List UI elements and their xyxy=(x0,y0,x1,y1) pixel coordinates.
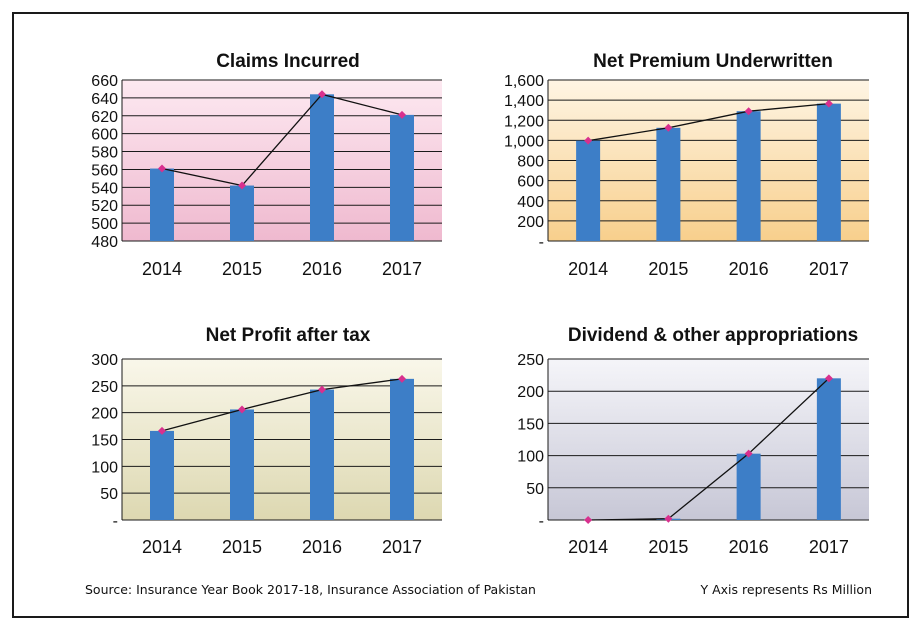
claims-incurred-x-label: 2017 xyxy=(382,259,422,279)
net-premium-bar-2016 xyxy=(736,111,761,241)
claims-incurred-bar-2016 xyxy=(310,94,334,241)
net-premium-title: Net Premium Underwritten xyxy=(593,51,833,72)
net-premium-trend-line xyxy=(588,102,829,142)
dividend-y-tick: 250 xyxy=(517,352,544,369)
net-profit-x-label: 2017 xyxy=(382,537,422,557)
dividend-trend-line xyxy=(588,377,830,521)
net-premium-y-tick: 1,000 xyxy=(504,133,544,150)
dividend-y-tick: 100 xyxy=(517,449,544,466)
net-profit-trend-line xyxy=(161,378,403,432)
unit-note: Y Axis represents Rs Million xyxy=(700,582,873,597)
dividend-x-label: 2016 xyxy=(729,537,769,557)
dividend-bar-2017 xyxy=(816,378,841,520)
claims-incurred-y-tick: 640 xyxy=(91,91,118,108)
dividend-chart: - 50 100 150 200 250 2014 2015 2016 2017 Dividend … xyxy=(517,325,869,557)
dividend-bar-2016 xyxy=(736,453,761,520)
net-profit-y-tick: 150 xyxy=(91,433,118,450)
claims-incurred-y-tick: 480 xyxy=(91,234,118,251)
claims-incurred-y-tick: 660 xyxy=(91,73,118,90)
net-profit-marker-2014 xyxy=(158,426,166,435)
claims-incurred-title: Claims Incurred xyxy=(216,51,360,72)
dividend-y-tick: 200 xyxy=(517,384,544,401)
net-premium-x-label: 2016 xyxy=(729,259,769,279)
net-premium-x-label: 2014 xyxy=(568,259,608,279)
claims-incurred-y-tick: 540 xyxy=(91,180,118,197)
net-premium-marker-2016 xyxy=(744,107,753,116)
net-premium-y-tick: 1,400 xyxy=(504,93,544,110)
net-premium-marker-2015 xyxy=(664,123,673,132)
claims-incurred-marker-2014 xyxy=(158,164,166,173)
net-profit-y-tick: 200 xyxy=(91,406,118,423)
net-premium-y-tick: 800 xyxy=(517,154,544,171)
claims-incurred-bar-2014 xyxy=(150,168,174,241)
claims-incurred-y-tick: 520 xyxy=(91,198,118,215)
net-profit-marker-2015 xyxy=(238,405,246,414)
net-premium-marker-2017 xyxy=(824,99,833,108)
dividend-x-label: 2015 xyxy=(648,537,688,557)
net-premium-bar-2017 xyxy=(816,103,841,241)
dividend-x-label: 2017 xyxy=(809,537,849,557)
net-profit-bar-2014 xyxy=(150,430,174,520)
net-profit-bar-2015 xyxy=(230,409,254,520)
net-profit-chart: - 50 100 150 200 250 300 2014 2015 2016 2017 Net Pr… xyxy=(91,325,442,557)
net-premium-x-label: 2015 xyxy=(648,259,688,279)
net-premium-y-tick: 600 xyxy=(517,174,544,191)
net-profit-x-label: 2016 xyxy=(302,537,342,557)
net-profit-y-tick: 300 xyxy=(91,352,118,369)
figure-frame xyxy=(12,12,909,618)
net-profit-y-tick: 100 xyxy=(91,459,118,476)
net-profit-y-tick: - xyxy=(113,513,118,530)
net-premium-x-label: 2017 xyxy=(809,259,849,279)
net-profit-y-tick: 250 xyxy=(91,379,118,396)
net-premium-y-tick: - xyxy=(539,234,544,251)
dividend-marker-2014 xyxy=(584,516,593,524)
dividend-x-label: 2014 xyxy=(568,537,608,557)
dividend-y-tick: 150 xyxy=(517,416,544,433)
claims-incurred-x-label: 2014 xyxy=(142,259,182,279)
net-profit-bar-2016 xyxy=(310,389,334,520)
net-profit-x-label: 2014 xyxy=(142,537,182,557)
claims-incurred-x-label: 2015 xyxy=(222,259,262,279)
claims-incurred-y-tick: 620 xyxy=(91,109,118,126)
claims-incurred-y-tick: 600 xyxy=(91,127,118,144)
net-premium-y-tick: 200 xyxy=(517,214,544,231)
net-profit-title: Net Profit after tax xyxy=(206,325,371,346)
dividend-marker-2017 xyxy=(824,374,833,383)
claims-incurred-x-label: 2016 xyxy=(302,259,342,279)
claims-incurred-marker-2017 xyxy=(398,110,406,119)
claims-incurred-plot-area xyxy=(122,80,442,241)
dividend-title: Dividend & other appropriations xyxy=(568,325,858,346)
net-profit-y-tick: 50 xyxy=(100,486,118,503)
dividend-y-tick: 50 xyxy=(526,481,544,498)
dividend-y-tick: - xyxy=(539,513,544,530)
net-profit-x-label: 2015 xyxy=(222,537,262,557)
net-profit-marker-2017 xyxy=(398,374,406,383)
net-profit-bar-2017 xyxy=(390,378,414,520)
net-premium-y-tick: 400 xyxy=(517,194,544,211)
claims-incurred-y-tick: 500 xyxy=(91,216,118,233)
net-premium-bar-2014 xyxy=(576,140,601,241)
source-note: Source: Insurance Year Book 2017-18, Ins… xyxy=(85,582,536,597)
net-premium-y-tick: 1,200 xyxy=(504,113,544,130)
dividend-marker-2016 xyxy=(744,449,753,458)
dividend-plot-area xyxy=(548,359,869,520)
claims-incurred-trend-line xyxy=(161,93,403,187)
claims-incurred-marker-2015 xyxy=(238,181,246,190)
net-premium-bar-2015 xyxy=(656,127,681,241)
claims-incurred-bar-2017 xyxy=(390,114,414,241)
net-premium-y-tick: 1,600 xyxy=(504,73,544,90)
claims-incurred-y-tick: 580 xyxy=(91,145,118,162)
net-profit-marker-2016 xyxy=(318,385,326,394)
net-premium-marker-2014 xyxy=(584,136,593,145)
dividend-marker-2015 xyxy=(664,514,673,523)
claims-incurred-marker-2016 xyxy=(318,90,326,99)
claims-incurred-bar-2015 xyxy=(230,185,254,241)
claims-incurred-y-tick: 560 xyxy=(91,162,118,179)
net-premium-chart: - 200 400 600 800 1,000 1,200 1,400 1,600 2014 201… xyxy=(504,51,869,279)
